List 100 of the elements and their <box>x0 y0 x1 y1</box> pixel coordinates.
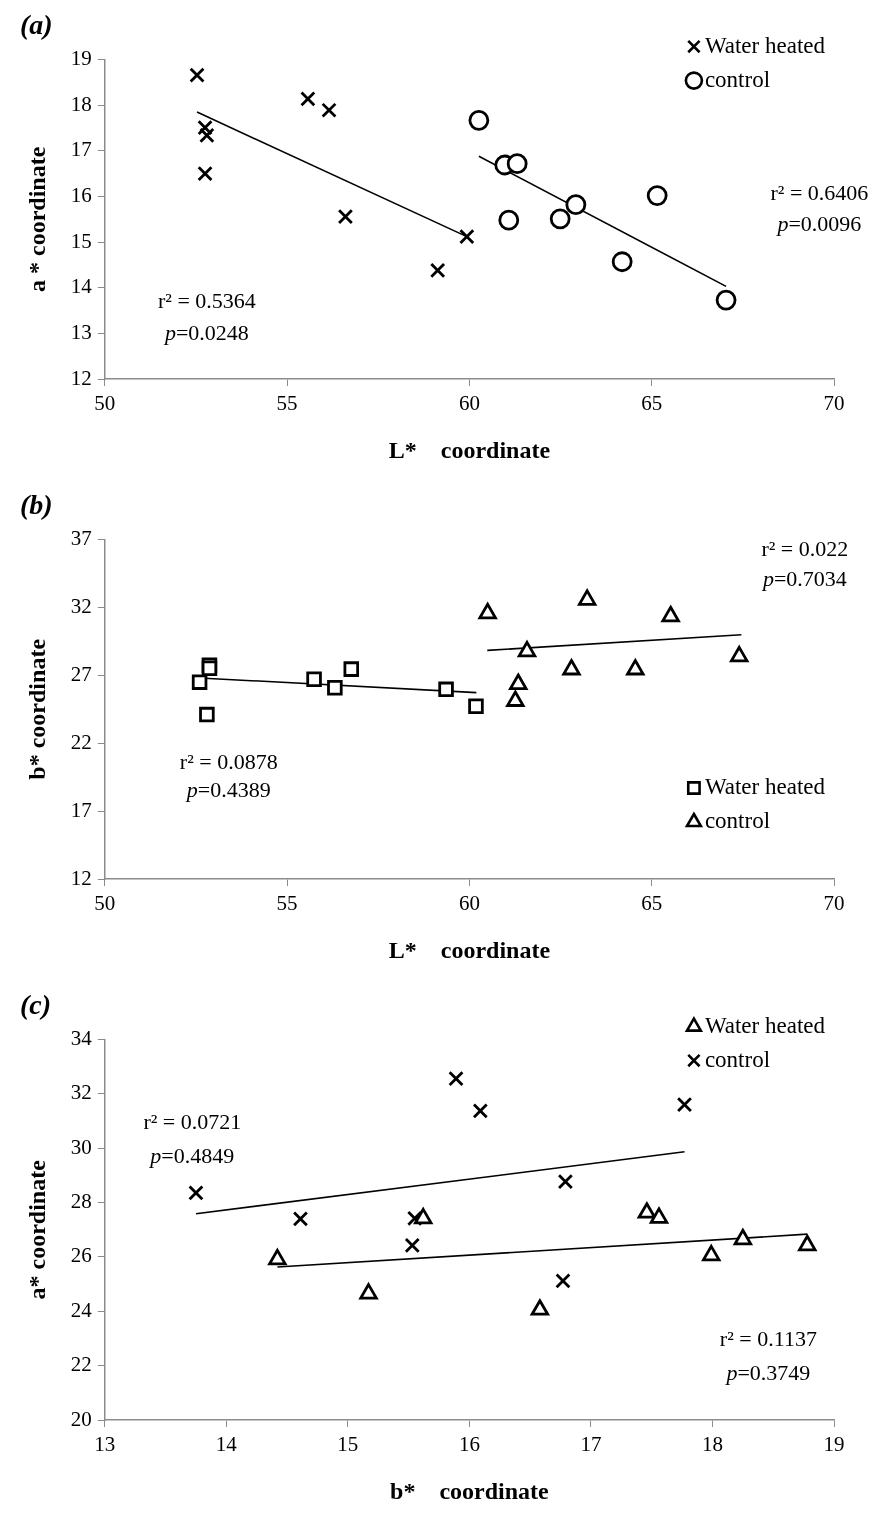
legend-label: control <box>704 66 771 92</box>
y-tick-label: 26 <box>70 1243 92 1268</box>
point <box>715 289 737 311</box>
y-tick-label: 18 <box>70 91 92 116</box>
x-tick-label: 14 <box>215 1432 238 1457</box>
annotation: r² = 0.0721 <box>143 1109 242 1135</box>
x-tick-label: 15 <box>337 1432 359 1457</box>
y-tick-label: 14 <box>70 274 93 299</box>
point <box>498 209 520 231</box>
x-tick-label: 13 <box>94 1432 116 1457</box>
point <box>406 1210 423 1227</box>
y-tick-label: 22 <box>70 1352 92 1377</box>
y-axis-title: a* coordinate <box>23 1159 50 1300</box>
y-tick-label: 13 <box>70 319 92 344</box>
y-tick-label: 17 <box>70 137 92 162</box>
chart-title: (c) <box>20 989 52 1021</box>
x-tick-label: 60 <box>458 891 480 916</box>
x-tick-label: 18 <box>701 1432 723 1457</box>
point <box>404 1237 421 1254</box>
annotation: r² = 0.6406 <box>770 179 869 205</box>
legend-label: Water heated <box>704 32 826 58</box>
annotation: r² = 0.0878 <box>179 749 278 775</box>
point <box>646 185 668 206</box>
y-tick-label: 16 <box>70 183 92 207</box>
point <box>321 102 337 119</box>
point <box>649 1207 669 1224</box>
point <box>188 1185 204 1201</box>
x-axis-title: b* coordinate <box>390 1477 550 1504</box>
annotation: r² = 0.5364 <box>157 288 256 314</box>
x-tick-label: 60 <box>458 391 480 416</box>
point <box>611 251 633 273</box>
annotation: p=0.0096 <box>775 211 862 237</box>
point <box>530 1299 550 1316</box>
y-tick-label: 24 <box>70 1297 93 1322</box>
point <box>268 1249 287 1266</box>
annotation: p=0.7034 <box>760 566 847 592</box>
x-tick-label: 17 <box>580 1432 602 1457</box>
y-tick-label: 32 <box>70 1080 92 1105</box>
x-axis-title: L* coordinate <box>388 936 551 963</box>
x-tick-label: 65 <box>641 391 663 416</box>
y-tick-label: 12 <box>70 365 92 390</box>
point <box>300 91 316 107</box>
annotation: p=0.3749 <box>724 1360 811 1386</box>
y-tick-label: 27 <box>70 661 92 686</box>
point <box>637 1202 657 1219</box>
x-tick-label: 70 <box>823 891 845 916</box>
x-tick-label: 55 <box>276 891 298 916</box>
point <box>359 1283 378 1300</box>
annotation: r² = 0.022 <box>761 535 849 561</box>
y-tick-label: 37 <box>70 526 92 551</box>
point <box>557 1173 574 1190</box>
annotation: r² = 0.1137 <box>719 1325 817 1351</box>
point <box>676 1096 693 1113</box>
legend-label: Water heated <box>704 1012 826 1038</box>
y-tick-label: 30 <box>70 1134 92 1159</box>
chart-title: (b) <box>20 489 53 521</box>
legend-label: control <box>704 1046 771 1072</box>
y-tick-label: 15 <box>70 228 92 253</box>
annotation: p=0.4849 <box>148 1143 235 1169</box>
x-tick-label: 50 <box>94 391 116 416</box>
x-tick-label: 65 <box>641 891 663 916</box>
x-tick-label: 19 <box>823 1432 845 1457</box>
legend-label: control <box>704 808 771 834</box>
point <box>199 127 215 144</box>
point <box>337 208 354 225</box>
point <box>292 1211 309 1227</box>
y-tick-label: 34 <box>70 1026 93 1051</box>
point <box>448 1070 464 1087</box>
chart-title: (a) <box>20 9 53 41</box>
point <box>506 153 528 175</box>
y-tick-label: 20 <box>70 1406 92 1431</box>
point <box>472 1103 489 1119</box>
y-tick-label: 28 <box>70 1189 92 1214</box>
x-axis-title: L* coordinate <box>388 436 551 463</box>
y-tick-label: 22 <box>70 729 92 754</box>
point <box>702 1244 721 1262</box>
y-axis-title: a * coordinate <box>23 146 50 292</box>
x-tick-label: 55 <box>276 391 298 416</box>
y-tick-label: 17 <box>70 797 92 822</box>
point <box>189 67 205 83</box>
annotation: p=0.0248 <box>162 320 249 346</box>
legend-label: Water heated <box>704 774 826 800</box>
point <box>459 228 475 245</box>
x-tick-label: 16 <box>458 1432 480 1457</box>
x-tick-label: 50 <box>94 891 116 916</box>
y-tick-label: 32 <box>70 594 92 618</box>
y-tick-label: 19 <box>70 46 92 71</box>
point <box>798 1234 817 1252</box>
point <box>733 1228 753 1246</box>
y-tick-label: 12 <box>70 865 92 890</box>
point <box>197 165 213 182</box>
y-axis-title: b* coordinate <box>23 638 50 780</box>
annotation: p=0.4389 <box>184 776 271 802</box>
x-tick-label: 70 <box>823 391 845 416</box>
point <box>429 262 446 279</box>
point <box>565 194 587 216</box>
point <box>414 1207 433 1225</box>
point <box>468 109 490 131</box>
point <box>197 119 213 136</box>
point <box>549 208 571 230</box>
